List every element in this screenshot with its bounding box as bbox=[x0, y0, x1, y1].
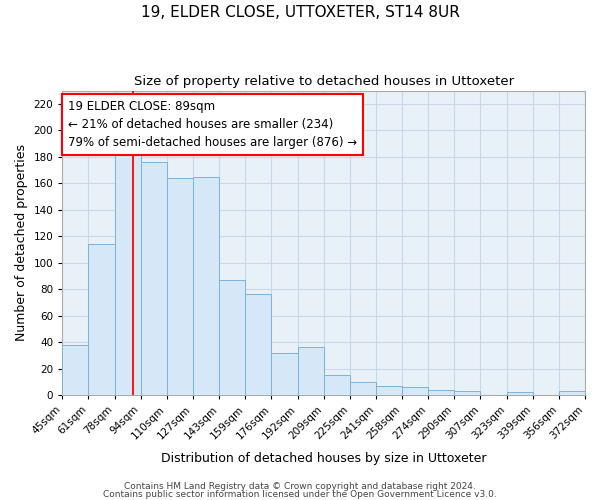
Bar bbox=[559, 391, 585, 395]
Bar bbox=[245, 294, 271, 395]
Bar bbox=[454, 391, 481, 395]
Text: Contains public sector information licensed under the Open Government Licence v3: Contains public sector information licen… bbox=[103, 490, 497, 499]
Bar bbox=[506, 392, 533, 395]
Title: Size of property relative to detached houses in Uttoxeter: Size of property relative to detached ho… bbox=[134, 75, 514, 88]
Bar bbox=[167, 178, 193, 395]
Bar bbox=[219, 280, 245, 395]
Text: 19 ELDER CLOSE: 89sqm
← 21% of detached houses are smaller (234)
79% of semi-det: 19 ELDER CLOSE: 89sqm ← 21% of detached … bbox=[68, 100, 356, 148]
Bar bbox=[428, 390, 454, 395]
Bar bbox=[88, 244, 115, 395]
Bar bbox=[402, 387, 428, 395]
Text: 19, ELDER CLOSE, UTTOXETER, ST14 8UR: 19, ELDER CLOSE, UTTOXETER, ST14 8UR bbox=[140, 5, 460, 20]
Y-axis label: Number of detached properties: Number of detached properties bbox=[15, 144, 28, 342]
Bar bbox=[350, 382, 376, 395]
Bar bbox=[115, 152, 141, 395]
Bar bbox=[271, 352, 298, 395]
Bar bbox=[141, 162, 167, 395]
Bar bbox=[298, 348, 323, 395]
Bar bbox=[323, 375, 350, 395]
Bar bbox=[376, 386, 402, 395]
X-axis label: Distribution of detached houses by size in Uttoxeter: Distribution of detached houses by size … bbox=[161, 452, 487, 465]
Bar bbox=[193, 176, 219, 395]
Bar bbox=[62, 344, 88, 395]
Text: Contains HM Land Registry data © Crown copyright and database right 2024.: Contains HM Land Registry data © Crown c… bbox=[124, 482, 476, 491]
